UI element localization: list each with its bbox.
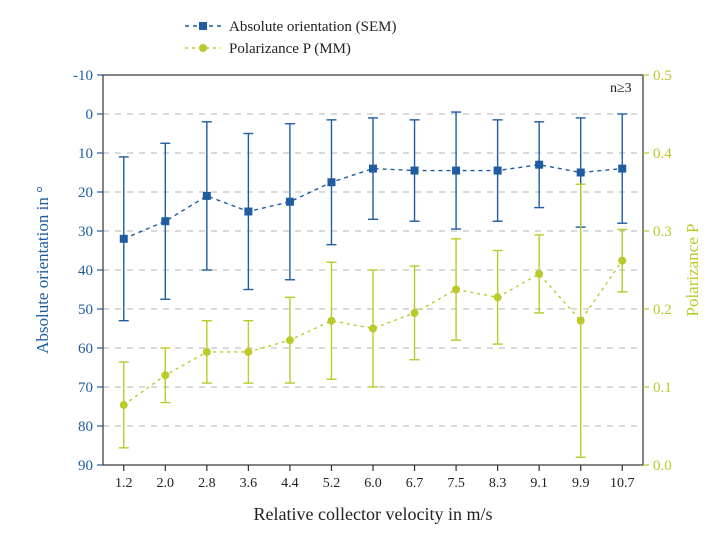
svg-text:10: 10 — [78, 146, 93, 162]
svg-text:6.7: 6.7 — [406, 476, 424, 491]
legend: Absolute orientation (SEM) Polarizance P … — [185, 19, 396, 57]
svg-text:0.5: 0.5 — [653, 68, 672, 84]
svg-text:4.4: 4.4 — [281, 476, 299, 491]
svg-text:0.2: 0.2 — [653, 302, 672, 318]
svg-text:2.8: 2.8 — [198, 476, 216, 491]
x-label: Relative collector velocity in m/s — [254, 504, 493, 524]
svg-text:0.3: 0.3 — [653, 224, 672, 240]
dual-axis-chart: -10 0 10 20 30 40 50 60 70 80 90 Absolute orientati… — [0, 0, 725, 555]
svg-text:70: 70 — [78, 380, 93, 396]
svg-text:5.2: 5.2 — [323, 476, 341, 491]
svg-text:-10: -10 — [73, 68, 93, 84]
svg-text:9.1: 9.1 — [530, 476, 548, 491]
svg-text:20: 20 — [78, 185, 93, 201]
svg-text:1.2: 1.2 — [115, 476, 133, 491]
svg-text:3.6: 3.6 — [240, 476, 258, 491]
svg-text:Polarizance P (MM): Polarizance P (MM) — [229, 41, 351, 57]
svg-text:2.0: 2.0 — [157, 476, 175, 491]
svg-text:0.4: 0.4 — [653, 146, 672, 162]
svg-text:90: 90 — [78, 458, 93, 474]
svg-text:0.0: 0.0 — [653, 458, 672, 474]
y-left-label: Absolute orientation in ° — [33, 186, 52, 354]
svg-text:80: 80 — [78, 419, 93, 435]
svg-text:9.9: 9.9 — [572, 476, 590, 491]
svg-text:Absolute orientation (SEM): Absolute orientation (SEM) — [229, 19, 396, 35]
svg-text:40: 40 — [78, 263, 93, 279]
svg-text:7.5: 7.5 — [447, 476, 465, 491]
svg-text:60: 60 — [78, 341, 93, 357]
y-right-ticks: 0.0 0.1 0.2 0.3 0.4 0.5 — [643, 68, 672, 474]
series-polarizance — [119, 184, 627, 457]
annotation-n: n≥3 — [610, 81, 632, 96]
svg-text:6.0: 6.0 — [364, 476, 382, 491]
svg-text:0.1: 0.1 — [653, 380, 672, 396]
svg-text:30: 30 — [78, 224, 93, 240]
svg-text:0: 0 — [86, 107, 94, 123]
y-right-label: Polarizance P — [683, 224, 702, 317]
svg-text:8.3: 8.3 — [489, 476, 507, 491]
y-left-ticks: -10 0 10 20 30 40 50 60 70 80 90 — [73, 68, 103, 474]
svg-text:10.7: 10.7 — [610, 476, 635, 491]
x-ticks: 1.2 2.0 2.8 3.6 4.4 5.2 6.0 6.7 7.5 8.3 9.1 9.9 10.7 — [115, 465, 634, 491]
svg-text:50: 50 — [78, 302, 93, 318]
